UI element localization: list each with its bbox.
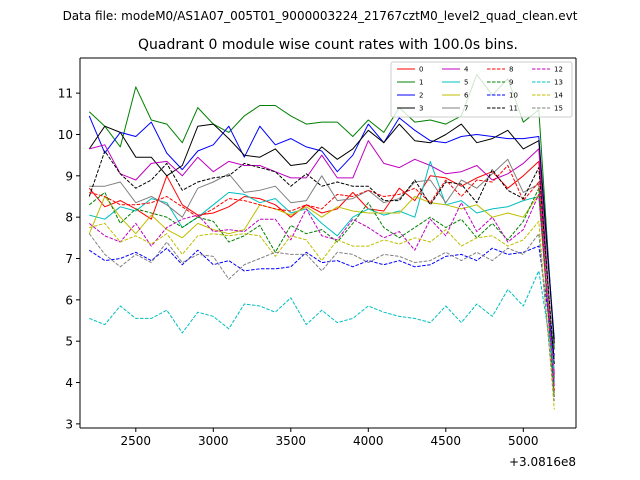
series-line-10 <box>89 245 555 356</box>
x-tick-label: 3000 <box>198 434 229 448</box>
legend-label-1: 1 <box>419 79 423 87</box>
legend-label-9: 9 <box>509 79 513 87</box>
series-line-8 <box>89 165 555 391</box>
series-line-13 <box>89 270 555 371</box>
legend-label-14: 14 <box>554 92 563 100</box>
y-tick-label: 3 <box>65 417 73 431</box>
series-line-4 <box>89 140 555 375</box>
y-tick-label: 11 <box>58 87 73 101</box>
legend-label-5: 5 <box>464 79 468 87</box>
y-tick-label: 6 <box>65 293 73 307</box>
legend-label-7: 7 <box>464 105 468 113</box>
legend-label-15: 15 <box>554 105 563 113</box>
legend-label-3: 3 <box>419 105 423 113</box>
legend-label-6: 6 <box>464 92 469 100</box>
series-lines <box>88 74 555 410</box>
legend-label-13: 13 <box>554 79 563 87</box>
series-line-7 <box>89 158 555 360</box>
axis-ticks: 2500 3000 3500 4000 4500 5000 3 4 5 6 7 8 9 10 11 <box>58 87 539 448</box>
y-tick-label: 7 <box>65 252 73 266</box>
series-line-12 <box>88 193 555 387</box>
y-tick-label: 5 <box>65 335 73 349</box>
x-tick-label: 4500 <box>431 434 462 448</box>
y-tick-label: 4 <box>65 376 73 390</box>
series-line-2 <box>88 115 555 340</box>
legend-label-8: 8 <box>509 66 513 74</box>
series-line-5 <box>89 160 555 383</box>
plot-background <box>80 58 576 428</box>
chart-title: Quadrant 0 module wise count rates with … <box>138 37 518 53</box>
series-line-11 <box>88 150 555 364</box>
legend-label-4: 4 <box>464 66 469 74</box>
x-tick-label: 2500 <box>121 434 152 448</box>
series-line-6 <box>88 193 555 395</box>
series-line-3 <box>88 123 555 344</box>
y-tick-label: 9 <box>65 169 73 183</box>
axes <box>79 57 577 429</box>
x-tick-label: 4000 <box>353 434 384 448</box>
legend-label-12: 12 <box>554 66 563 74</box>
legend-label-0: 0 <box>419 66 423 74</box>
y-tick-label: 10 <box>58 128 73 142</box>
series-line-14 <box>89 220 555 410</box>
y-tick-label: 8 <box>65 211 73 225</box>
x-offset-label: +3.0816e8 <box>509 455 576 469</box>
x-tick-label: 5000 <box>508 434 539 448</box>
legend-label-10: 10 <box>509 92 518 100</box>
legend-label-2: 2 <box>419 92 423 100</box>
legend-label-11: 11 <box>509 105 518 113</box>
legend-box <box>390 61 573 118</box>
data-file-caption: Data file: modeM0/AS1A07_005T01_90000032… <box>63 9 578 23</box>
x-tick-label: 3500 <box>276 434 307 448</box>
